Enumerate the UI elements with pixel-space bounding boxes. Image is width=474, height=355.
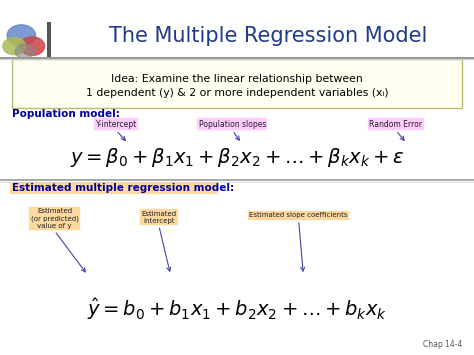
Text: Chap 14-4: Chap 14-4 bbox=[423, 340, 462, 349]
Circle shape bbox=[7, 25, 36, 46]
Text: Estimated slope coefficients: Estimated slope coefficients bbox=[249, 212, 348, 218]
Text: Estimated multiple regression model:: Estimated multiple regression model: bbox=[12, 183, 234, 193]
Circle shape bbox=[15, 44, 34, 59]
Circle shape bbox=[3, 38, 26, 55]
Text: Idea: Examine the linear relationship between: Idea: Examine the linear relationship be… bbox=[111, 74, 363, 84]
Text: Estimated
intercept: Estimated intercept bbox=[141, 211, 176, 224]
Text: Random Error: Random Error bbox=[369, 120, 422, 129]
Circle shape bbox=[20, 37, 45, 55]
FancyBboxPatch shape bbox=[10, 182, 218, 194]
Text: $y = \beta_0 + \beta_1 x_1 + \beta_2 x_2 + \ldots + \beta_k x_k + \varepsilon$: $y = \beta_0 + \beta_1 x_1 + \beta_2 x_2… bbox=[70, 147, 404, 169]
Text: Population model:: Population model: bbox=[12, 109, 120, 119]
Text: Estimated
(or predicted)
value of y: Estimated (or predicted) value of y bbox=[30, 208, 79, 229]
Text: 1 dependent (y) & 2 or more independent variables (xᵢ): 1 dependent (y) & 2 or more independent … bbox=[86, 88, 388, 98]
FancyBboxPatch shape bbox=[12, 59, 462, 108]
Text: The Multiple Regression Model: The Multiple Regression Model bbox=[109, 26, 427, 45]
FancyBboxPatch shape bbox=[47, 22, 51, 58]
Text: Y-intercept: Y-intercept bbox=[95, 120, 137, 129]
Text: Population slopes: Population slopes bbox=[199, 120, 266, 129]
Text: $\hat{y} = b_0 + b_1 x_1 + b_2 x_2 + \ldots + b_k x_k$: $\hat{y} = b_0 + b_1 x_1 + b_2 x_2 + \ld… bbox=[87, 296, 387, 322]
